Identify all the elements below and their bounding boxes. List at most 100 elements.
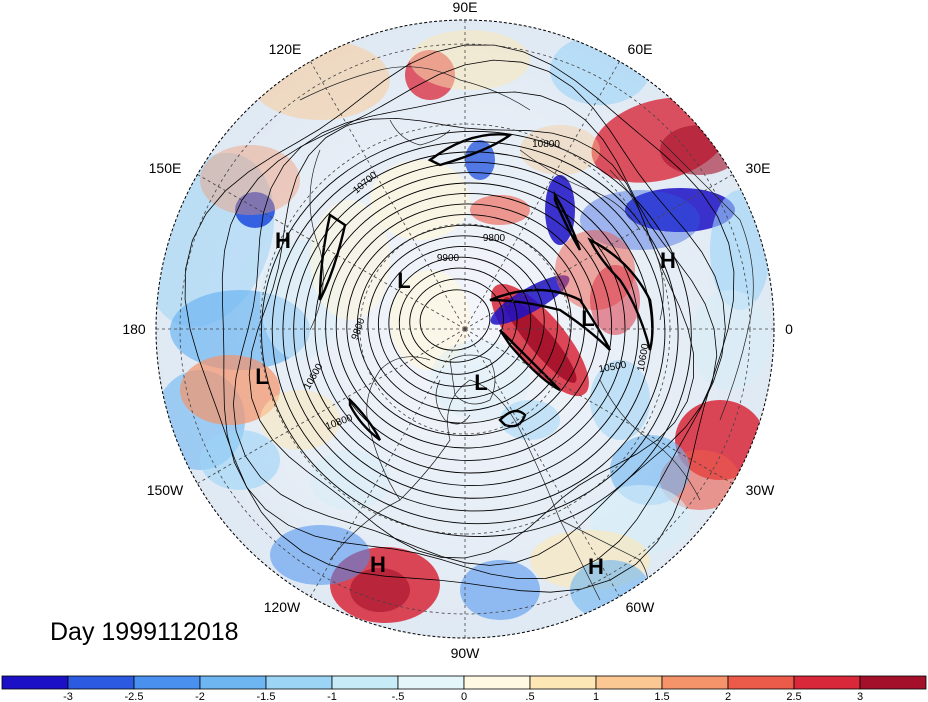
anomaly-blob [500,400,560,440]
coastline [309,149,324,331]
colorbar-swatch [133,675,201,690]
map-boundary [155,19,775,639]
height-contour [388,256,532,387]
colorbar-tick-label: 3 [857,691,863,702]
height-contour [314,182,626,474]
coastline [599,379,701,501]
pressure-centers: H H H H L L L L [255,228,676,579]
longitude-label: 120E [269,41,302,57]
high-pressure-label: H [275,228,291,253]
colorbar-swatch [859,675,927,690]
anomaly-blob [690,290,770,390]
anomaly-blob [235,192,275,228]
colorbar-tick-label: -2.5 [125,691,144,702]
height-contour [271,141,679,525]
colorbar-swatch [265,675,333,690]
colorbar-tick-label: 2.5 [786,691,801,702]
coastline [299,66,531,111]
anomaly-blob [470,195,530,225]
height-contour [409,278,504,363]
colorbar-tick-label: -3 [63,691,73,702]
anomaly-blob [520,125,600,175]
colorbar-tick-label: 2 [725,691,731,702]
height-contour [325,193,613,461]
anomaly-blob [390,270,470,370]
longitude-label: 90E [453,0,478,15]
jet-contour [348,397,382,441]
contour-value-label: 9900 [437,253,460,264]
coastlines [299,66,754,621]
longitude-label: 90W [451,645,481,661]
colorbar-swatch [793,675,861,690]
colorbar-tick-label: -.5 [392,691,405,702]
colorbar-tick-label: 1.5 [654,691,669,702]
jet-contour [498,409,527,428]
contour-value-label: 10600 [636,342,652,372]
height-contour [335,203,599,449]
anomaly-blob [503,297,577,383]
longitude-label: 60E [628,41,653,57]
height-contour [346,214,586,437]
colorbar-tick-label: -2 [195,691,205,702]
anomaly-blob [430,340,530,420]
longitude-label: 150E [149,160,182,176]
height-contour [398,267,518,375]
high-pressure-label: H [660,248,676,273]
colorbar-swatch [67,675,135,690]
anomaly-field [156,30,770,623]
height-contour [377,246,545,400]
colorbar-tick-label: 1 [593,691,599,702]
anomaly-blob [350,568,410,612]
jet-contour [318,213,347,301]
high-pressure-label: H [588,554,604,579]
longitude-labels: 90E 60E 30E 0 30W 60W 90W 120W 150W 180 150E 120E [122,0,793,661]
coastline [435,379,471,425]
low-pressure-label: L [474,370,487,395]
height-contour [282,151,666,512]
height-contour [419,289,491,351]
anomaly-blob [590,265,640,335]
jet-contour [427,133,514,167]
contour-value-label: 10800 [532,139,560,150]
anomaly-blob [465,140,495,180]
colorbar-swatch [1,675,69,690]
colorbar-swatch [463,675,531,690]
map-disk [156,20,774,638]
colorbar-swatch [331,675,399,690]
anomaly-blob [410,30,530,90]
colorbar-tick-label: -1.5 [257,691,276,702]
anomaly-blob [260,390,340,450]
coastline [389,119,451,146]
height-contour [261,130,692,537]
longitude-label: 120W [264,599,301,615]
longitude-label: 60W [626,599,656,615]
colorbar-tick-label: 0 [461,691,467,702]
jet-contour [587,237,654,351]
anomaly-blob [460,560,540,620]
longitude-label: 180 [122,321,146,337]
colorbar-swatch [529,675,597,690]
height-contour [367,235,559,412]
high-pressure-label: H [370,552,386,577]
colorbar-swatch [595,675,663,690]
jet-contour [489,288,612,351]
colorbar-swatch [199,675,267,690]
anomaly-blob [270,525,370,585]
low-pressure-label: L [397,268,410,293]
coastline [366,356,431,501]
longitude-label: 0 [785,321,793,337]
coastline [449,354,496,405]
low-pressure-label: L [255,364,268,389]
colorbar: -3 -2.5 -2 -1.5 -1 -.5 0 .5 1 1.5 2 2.5 3 [1,675,927,702]
low-pressure-label: L [581,306,594,331]
colorbar-swatch [661,675,729,690]
anomaly-blob [200,430,280,490]
graticule [156,20,774,638]
anomaly-blob [370,160,470,240]
colorbar-tick-label: .5 [525,691,534,702]
longitude-label: 150W [147,482,184,498]
day-label: Day 1999112018 [50,618,239,646]
contour-value-label: 10500 [598,360,628,376]
longitude-label: 30W [746,482,776,498]
